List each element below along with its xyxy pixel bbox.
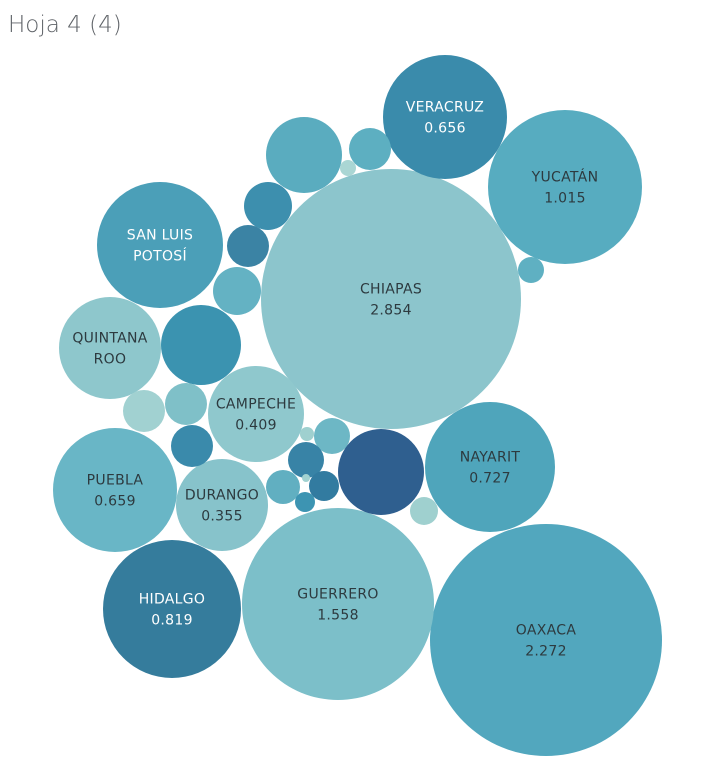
bubble-circle[interactable]: [242, 508, 434, 700]
bubble-unlabeled-29[interactable]: [340, 160, 356, 176]
bubble-circle[interactable]: [266, 470, 300, 504]
bubble-name-label: VERACRUZ: [406, 100, 484, 116]
bubble-value-label: 0.409: [235, 418, 277, 434]
bubble-unlabeled-17[interactable]: [161, 305, 241, 385]
bubble-circle[interactable]: [97, 182, 223, 308]
bubble-quintana-roo[interactable]: QUINTANA ROO: [59, 297, 161, 399]
bubble-circle[interactable]: [518, 257, 544, 283]
bubble-circle[interactable]: [59, 297, 161, 399]
bubble-san-luis-potosi[interactable]: SAN LUIS POTOSÍ: [97, 182, 223, 308]
bubble-unlabeled-24[interactable]: [309, 471, 339, 501]
bubble-name-label: CHIAPAS: [360, 282, 422, 298]
bubble-value-label: 1.015: [544, 191, 586, 207]
bubble-name-label: ROO: [94, 352, 127, 368]
bubble-veracruz[interactable]: VERACRUZ 0.656: [383, 55, 507, 179]
bubble-guerrero[interactable]: GUERRERO 1.558: [242, 508, 434, 700]
bubble-name-label: QUINTANA: [72, 331, 147, 347]
bubble-circle[interactable]: [430, 524, 662, 756]
bubble-value-label: 2.272: [525, 644, 567, 660]
bubble-value-label: 0.819: [151, 613, 193, 629]
bubble-circle[interactable]: [213, 267, 261, 315]
bubble-unlabeled-23[interactable]: [266, 470, 300, 504]
bubble-circle[interactable]: [266, 117, 342, 193]
bubble-unlabeled-19[interactable]: [165, 383, 207, 425]
bubble-unlabeled-16[interactable]: [213, 267, 261, 315]
bubble-circle[interactable]: [340, 160, 356, 176]
bubble-name-label: HIDALGO: [139, 592, 206, 608]
bubble-circle[interactable]: [488, 110, 642, 264]
bubble-circle[interactable]: [53, 428, 177, 552]
bubble-name-label: PUEBLA: [87, 473, 144, 489]
bubble-circle[interactable]: [171, 425, 213, 467]
bubble-circle[interactable]: [176, 459, 268, 551]
bubble-circle[interactable]: [314, 418, 350, 454]
bubble-puebla[interactable]: PUEBLA 0.659: [53, 428, 177, 552]
bubble-unlabeled-15[interactable]: [227, 225, 269, 267]
bubble-unlabeled-20[interactable]: [171, 425, 213, 467]
bubble-name-label: OAXACA: [516, 623, 577, 639]
bubble-value-label: 0.727: [469, 471, 511, 487]
bubble-name-label: POTOSÍ: [133, 248, 187, 265]
bubble-unlabeled-14[interactable]: [244, 182, 292, 230]
sheet-title: Hoja 4 (4): [8, 12, 122, 38]
bubble-value-label: 1.558: [317, 608, 359, 624]
bubble-circle[interactable]: [300, 427, 314, 441]
bubble-unlabeled-31[interactable]: [302, 474, 310, 482]
bubble-unlabeled-18[interactable]: [123, 390, 165, 432]
bubble-hidalgo[interactable]: HIDALGO 0.819: [103, 540, 241, 678]
bubble-unlabeled-27[interactable]: [295, 492, 315, 512]
bubble-name-label: YUCATÁN: [531, 169, 599, 186]
bubble-circle[interactable]: [227, 225, 269, 267]
bubble-circle[interactable]: [295, 492, 315, 512]
bubble-circle[interactable]: [309, 471, 339, 501]
bubble-durango[interactable]: DURANGO 0.355: [176, 459, 268, 551]
bubble-value-label: 0.659: [94, 494, 136, 510]
bubble-name-label: CAMPECHE: [216, 397, 296, 413]
bubble-unlabeled-13[interactable]: [349, 128, 391, 170]
bubble-name-label: GUERRERO: [297, 587, 378, 603]
bubble-circle[interactable]: [123, 390, 165, 432]
bubble-value-label: 0.656: [424, 121, 466, 137]
bubble-circle[interactable]: [161, 305, 241, 385]
bubble-name-label: DURANGO: [185, 488, 259, 504]
bubble-circle[interactable]: [349, 128, 391, 170]
bubble-nayarit[interactable]: NAYARIT 0.727: [425, 402, 555, 532]
bubble-name-label: SAN LUIS: [127, 228, 193, 244]
bubble-circle[interactable]: [338, 429, 424, 515]
bubble-unlabeled-28[interactable]: [300, 427, 314, 441]
bubble-campeche[interactable]: CAMPECHE 0.409: [208, 366, 304, 462]
bubble-unlabeled-22[interactable]: [288, 442, 324, 478]
bubble-circle[interactable]: [302, 474, 310, 482]
bubble-circle[interactable]: [288, 442, 324, 478]
bubble-circle[interactable]: [244, 182, 292, 230]
bubble-unlabeled-30[interactable]: [518, 257, 544, 283]
bubble-name-label: NAYARIT: [460, 450, 521, 466]
bubble-circle[interactable]: [425, 402, 555, 532]
bubble-unlabeled-21[interactable]: [314, 418, 350, 454]
bubble-unlabeled-12[interactable]: [266, 117, 342, 193]
bubble-value-label: 0.355: [201, 509, 243, 525]
bubble-circle[interactable]: [383, 55, 507, 179]
bubble-circle[interactable]: [103, 540, 241, 678]
bubble-unlabeled-26[interactable]: [410, 497, 438, 525]
bubble-unlabeled-25[interactable]: [338, 429, 424, 515]
bubble-chiapas[interactable]: CHIAPAS 2.854: [261, 169, 521, 429]
bubble-circle[interactable]: [261, 169, 521, 429]
bubble-circle[interactable]: [410, 497, 438, 525]
bubble-value-label: 2.854: [370, 303, 412, 319]
bubble-oaxaca[interactable]: OAXACA 2.272: [430, 524, 662, 756]
bubble-circle[interactable]: [165, 383, 207, 425]
bubble-circle[interactable]: [208, 366, 304, 462]
bubble-yucatan[interactable]: YUCATÁN 1.015: [488, 110, 642, 264]
